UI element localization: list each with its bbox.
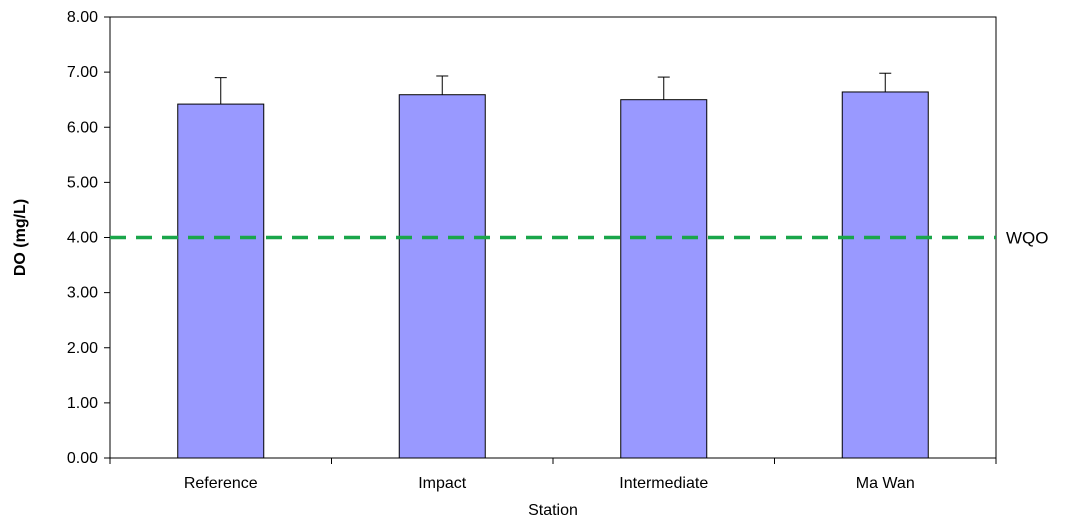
y-tick-label: 0.00 — [67, 450, 98, 467]
y-axis-title: DO (mg/L) — [12, 199, 29, 276]
y-tick-label: 6.00 — [67, 119, 98, 136]
bar-impact — [398, 94, 486, 459]
y-tick-label: 1.00 — [67, 395, 98, 412]
y-tick-label: 2.00 — [67, 340, 98, 357]
y-tick-label: 4.00 — [67, 230, 98, 247]
x-axis-title: Station — [528, 502, 578, 519]
bar-intermediate — [620, 99, 708, 459]
y-tick-label: 8.00 — [67, 9, 98, 26]
y-tick-label: 7.00 — [67, 64, 98, 81]
reference-line-label: WQO — [1006, 229, 1049, 248]
bar-reference — [177, 103, 265, 459]
x-tick-label: Reference — [184, 475, 258, 492]
bar-ma-wan — [841, 91, 929, 459]
y-tick-label: 3.00 — [67, 285, 98, 302]
x-tick-label: Ma Wan — [856, 475, 915, 492]
x-tick-label: Intermediate — [619, 475, 708, 492]
y-tick-label: 5.00 — [67, 174, 98, 191]
x-tick-label: Impact — [418, 475, 467, 492]
